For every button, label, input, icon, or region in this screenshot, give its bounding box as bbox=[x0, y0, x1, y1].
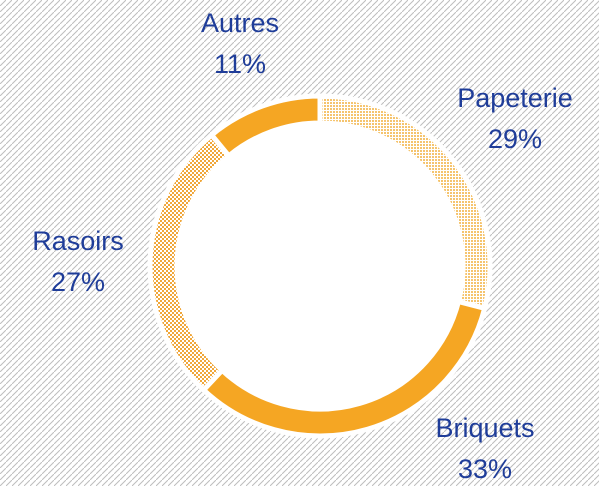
slice-label: Briquets bbox=[435, 413, 534, 443]
slice-value: 27% bbox=[51, 267, 105, 297]
donut-slice bbox=[208, 93, 323, 160]
slice-label: Rasoirs bbox=[32, 226, 124, 256]
slice-label: Papeterie bbox=[457, 83, 573, 113]
slice-value: 11% bbox=[214, 49, 266, 79]
slice-value: 29% bbox=[488, 124, 542, 154]
slice-label: Autres bbox=[201, 8, 279, 38]
donut-hole bbox=[178, 124, 462, 408]
slice-value: 33% bbox=[458, 454, 512, 484]
